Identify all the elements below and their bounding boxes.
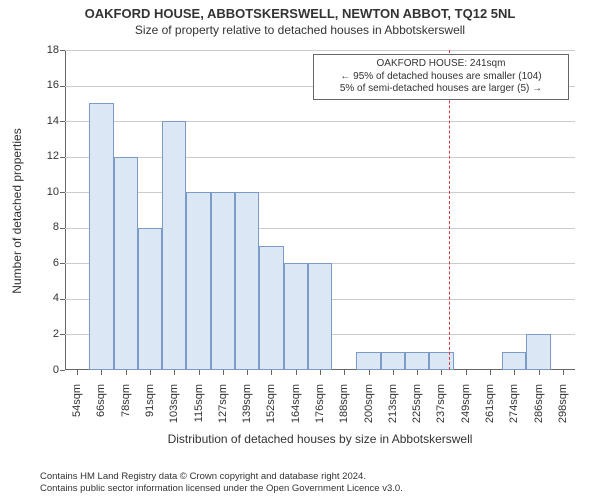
x-tick-label: 78sqm bbox=[120, 384, 132, 434]
x-tick-label: 103sqm bbox=[168, 384, 180, 434]
gridline bbox=[65, 121, 575, 122]
x-tick-label: 115sqm bbox=[193, 384, 205, 434]
marker-annotation: OAKFORD HOUSE: 241sqm← 95% of detached h… bbox=[313, 54, 569, 100]
y-tick-label: 16 bbox=[31, 79, 59, 91]
y-tick bbox=[60, 86, 65, 87]
y-axis-line bbox=[65, 50, 66, 370]
histogram-bar bbox=[381, 352, 405, 370]
x-tick-label: 237sqm bbox=[435, 384, 447, 434]
gridline bbox=[65, 192, 575, 193]
x-tick bbox=[369, 370, 370, 375]
x-tick-label: 66sqm bbox=[95, 384, 107, 434]
histogram-bar bbox=[284, 263, 308, 370]
x-tick-label: 54sqm bbox=[71, 384, 83, 434]
x-tick bbox=[271, 370, 272, 375]
y-tick-label: 4 bbox=[31, 292, 59, 304]
x-tick-label: 176sqm bbox=[314, 384, 326, 434]
chart-subtitle: Size of property relative to detached ho… bbox=[0, 23, 600, 37]
histogram-bar bbox=[89, 103, 113, 370]
y-tick-label: 0 bbox=[31, 364, 59, 376]
histogram-bar bbox=[405, 352, 429, 370]
x-tick bbox=[126, 370, 127, 375]
x-tick bbox=[247, 370, 248, 375]
histogram-bar bbox=[186, 192, 210, 370]
y-tick bbox=[60, 334, 65, 335]
x-tick bbox=[320, 370, 321, 375]
y-tick-label: 12 bbox=[31, 150, 59, 162]
plot-area: OAKFORD HOUSE: 241sqm← 95% of detached h… bbox=[65, 50, 575, 370]
y-tick-label: 14 bbox=[31, 115, 59, 127]
y-tick-label: 6 bbox=[31, 257, 59, 269]
x-tick-label: 127sqm bbox=[217, 384, 229, 434]
histogram-bar bbox=[138, 228, 162, 370]
x-tick-label: 188sqm bbox=[338, 384, 350, 434]
x-tick bbox=[539, 370, 540, 375]
x-tick bbox=[101, 370, 102, 375]
histogram-bar bbox=[259, 246, 283, 370]
x-tick-label: 286sqm bbox=[533, 384, 545, 434]
x-tick bbox=[563, 370, 564, 375]
x-tick bbox=[490, 370, 491, 375]
x-axis-label: Distribution of detached houses by size … bbox=[65, 432, 575, 446]
x-tick bbox=[441, 370, 442, 375]
histogram-bar bbox=[235, 192, 259, 370]
chart-title: OAKFORD HOUSE, ABBOTSKERSWELL, NEWTON AB… bbox=[0, 6, 600, 21]
x-tick-label: 152sqm bbox=[265, 384, 277, 434]
gridline bbox=[65, 157, 575, 158]
footer-attribution: Contains HM Land Registry data © Crown c… bbox=[40, 471, 403, 494]
y-tick bbox=[60, 299, 65, 300]
x-tick-label: 261sqm bbox=[484, 384, 496, 434]
annotation-line-1: ← 95% of detached houses are smaller (10… bbox=[320, 71, 562, 84]
y-tick bbox=[60, 228, 65, 229]
annotation-title: OAKFORD HOUSE: 241sqm bbox=[320, 58, 562, 71]
footer-line-1: Contains HM Land Registry data © Crown c… bbox=[40, 471, 403, 482]
y-tick-label: 10 bbox=[31, 186, 59, 198]
x-tick-label: 139sqm bbox=[241, 384, 253, 434]
y-axis-label: Number of detached properties bbox=[10, 51, 24, 371]
x-tick-label: 164sqm bbox=[290, 384, 302, 434]
x-tick bbox=[466, 370, 467, 375]
y-tick bbox=[60, 50, 65, 51]
x-tick bbox=[150, 370, 151, 375]
x-tick-label: 249sqm bbox=[460, 384, 472, 434]
y-tick bbox=[60, 192, 65, 193]
histogram-bar bbox=[502, 352, 526, 370]
histogram-chart: OAKFORD HOUSE, ABBOTSKERSWELL, NEWTON AB… bbox=[0, 0, 600, 500]
histogram-bar bbox=[356, 352, 380, 370]
gridline bbox=[65, 50, 575, 51]
footer-line-2: Contains public sector information licen… bbox=[40, 483, 403, 494]
y-tick bbox=[60, 370, 65, 371]
histogram-bar bbox=[429, 352, 453, 370]
x-tick bbox=[344, 370, 345, 375]
x-tick bbox=[223, 370, 224, 375]
histogram-bar bbox=[114, 157, 138, 370]
annotation-line-2: 5% of semi-detached houses are larger (5… bbox=[320, 83, 562, 96]
y-tick bbox=[60, 121, 65, 122]
x-tick bbox=[199, 370, 200, 375]
x-tick bbox=[77, 370, 78, 375]
x-tick-label: 298sqm bbox=[557, 384, 569, 434]
x-tick-label: 91sqm bbox=[144, 384, 156, 434]
x-tick bbox=[296, 370, 297, 375]
x-tick bbox=[417, 370, 418, 375]
histogram-bar bbox=[526, 334, 550, 370]
y-tick bbox=[60, 157, 65, 158]
x-tick bbox=[393, 370, 394, 375]
x-tick-label: 213sqm bbox=[387, 384, 399, 434]
y-tick-label: 18 bbox=[31, 44, 59, 56]
histogram-bar bbox=[162, 121, 186, 370]
y-tick-label: 2 bbox=[31, 328, 59, 340]
histogram-bar bbox=[211, 192, 235, 370]
histogram-bar bbox=[308, 263, 332, 370]
x-tick-label: 274sqm bbox=[508, 384, 520, 434]
y-tick bbox=[60, 263, 65, 264]
x-tick bbox=[174, 370, 175, 375]
x-tick bbox=[514, 370, 515, 375]
x-tick-label: 225sqm bbox=[411, 384, 423, 434]
y-tick-label: 8 bbox=[31, 221, 59, 233]
x-tick-label: 200sqm bbox=[363, 384, 375, 434]
